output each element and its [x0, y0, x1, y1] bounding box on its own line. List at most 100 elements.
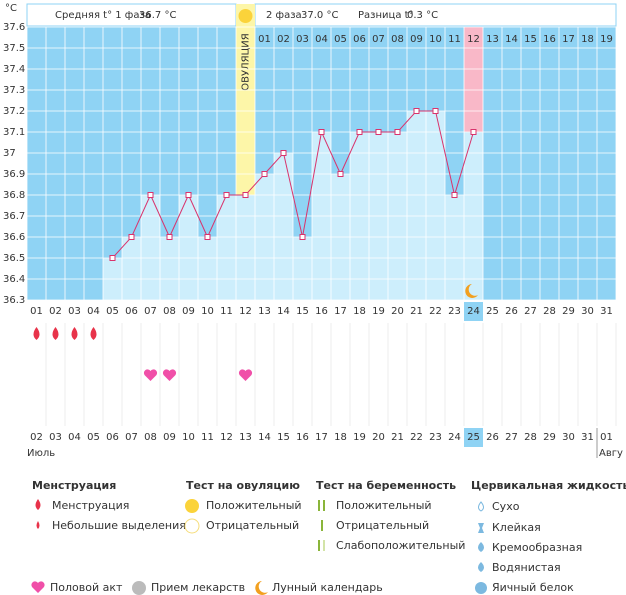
cycle-day: 06 — [353, 34, 366, 45]
legend-title: Цервикальная жидкость — [471, 479, 626, 492]
date-label: 13 — [239, 432, 252, 443]
legend-item: Яичный белок — [492, 581, 574, 594]
cycle-day: 15 — [524, 34, 537, 45]
icon — [184, 518, 200, 534]
icon — [31, 581, 45, 593]
y-tick-label: 36.7 — [3, 211, 25, 222]
bar — [274, 153, 293, 300]
icon — [323, 500, 325, 511]
bar — [141, 195, 160, 300]
icon — [255, 581, 268, 595]
legend-title: Менструация — [32, 479, 116, 492]
x-tick-label: 22 — [429, 306, 442, 317]
cycle-day: 02 — [277, 34, 290, 45]
x-tick-label: 20 — [391, 306, 404, 317]
point — [470, 129, 477, 135]
cycle-day: 11 — [448, 34, 461, 45]
x-tick-label: 03 — [68, 306, 81, 317]
x-tick-label: 14 — [277, 306, 290, 317]
x-tick-label: 13 — [258, 306, 271, 317]
y-tick-label: 36.4 — [3, 274, 25, 285]
point — [337, 171, 344, 177]
x-tick-label: 11 — [220, 306, 233, 317]
date-label: 29 — [543, 432, 556, 443]
point — [451, 192, 458, 198]
point — [166, 234, 173, 240]
legend-item: Кремообразная — [492, 541, 582, 554]
bar — [160, 237, 179, 300]
date-label: 14 — [258, 432, 271, 443]
date-label: 31 — [581, 432, 594, 443]
cycle-day: 09 — [410, 34, 423, 45]
bar — [236, 195, 255, 300]
date-label: 05 — [87, 432, 100, 443]
icon — [478, 501, 484, 512]
bar — [293, 237, 312, 300]
point — [128, 234, 135, 240]
y-tick-label: 36.3 — [3, 295, 25, 306]
icon — [185, 499, 199, 513]
legend-item: Водянистая — [492, 561, 561, 574]
cycle-day: 14 — [505, 34, 518, 45]
icon — [478, 562, 484, 572]
x-tick-label: 16 — [315, 306, 328, 317]
bar — [217, 195, 236, 300]
date-label: 30 — [562, 432, 575, 443]
cycle-day: 07 — [372, 34, 385, 45]
month-label: Июль — [27, 448, 55, 459]
icon — [475, 582, 487, 594]
icon — [132, 581, 146, 595]
date-label: 08 — [144, 432, 157, 443]
icon — [323, 540, 325, 551]
y-tick-label: 37.3 — [3, 85, 25, 96]
cycle-day: 03 — [296, 34, 309, 45]
date-label: 16 — [296, 432, 309, 443]
x-tick-label: 19 — [372, 306, 385, 317]
today-box — [464, 302, 483, 321]
bar — [179, 195, 198, 300]
date-label: 22 — [410, 432, 423, 443]
menstruation-drop — [33, 327, 40, 340]
y-tick-label: 36.9 — [3, 169, 25, 180]
x-tick-label: 18 — [353, 306, 366, 317]
cycle-day: 16 — [543, 34, 556, 45]
heart — [162, 369, 177, 381]
x-tick-label: 27 — [524, 306, 537, 317]
date-label: 20 — [372, 432, 385, 443]
x-tick-label: 24 — [467, 306, 480, 317]
date-label: 17 — [315, 432, 328, 443]
heart — [143, 369, 158, 381]
legend-item: Слабоположительный — [336, 539, 465, 552]
y-tick-label: 37.5 — [3, 43, 25, 54]
legend-item: Менструация — [52, 499, 129, 512]
header-label: 2 фаза — [266, 10, 302, 21]
date-label: 19 — [353, 432, 366, 443]
sun-icon — [238, 9, 253, 23]
ovulation-label: ОВУЛЯЦИЯ — [241, 33, 252, 91]
x-tick-label: 10 — [201, 306, 214, 317]
x-tick-label: 25 — [486, 306, 499, 317]
date-label: 18 — [334, 432, 347, 443]
header-value: 37.0 °C — [301, 10, 338, 21]
cycle-day: 04 — [315, 34, 328, 45]
x-tick-label: 01 — [30, 306, 43, 317]
legend-item: Положительный — [336, 499, 432, 512]
date-label: 10 — [182, 432, 195, 443]
x-tick-label: 05 — [106, 306, 119, 317]
date-label: 02 — [30, 432, 43, 443]
legend-item: Небольшие выделения — [52, 519, 186, 532]
point — [318, 129, 325, 135]
legend-item: Отрицательный — [336, 519, 429, 532]
cycle-day: 01 — [258, 34, 271, 45]
y-tick-label: 37 — [3, 148, 16, 159]
date-label: 27 — [505, 432, 518, 443]
date-label: 09 — [163, 432, 176, 443]
x-tick-label: 28 — [543, 306, 556, 317]
date-label: 12 — [220, 432, 233, 443]
point — [204, 234, 211, 240]
point — [375, 129, 382, 135]
x-tick-label: 08 — [163, 306, 176, 317]
bar — [445, 195, 464, 300]
legend-item: Клейкая — [492, 521, 541, 534]
